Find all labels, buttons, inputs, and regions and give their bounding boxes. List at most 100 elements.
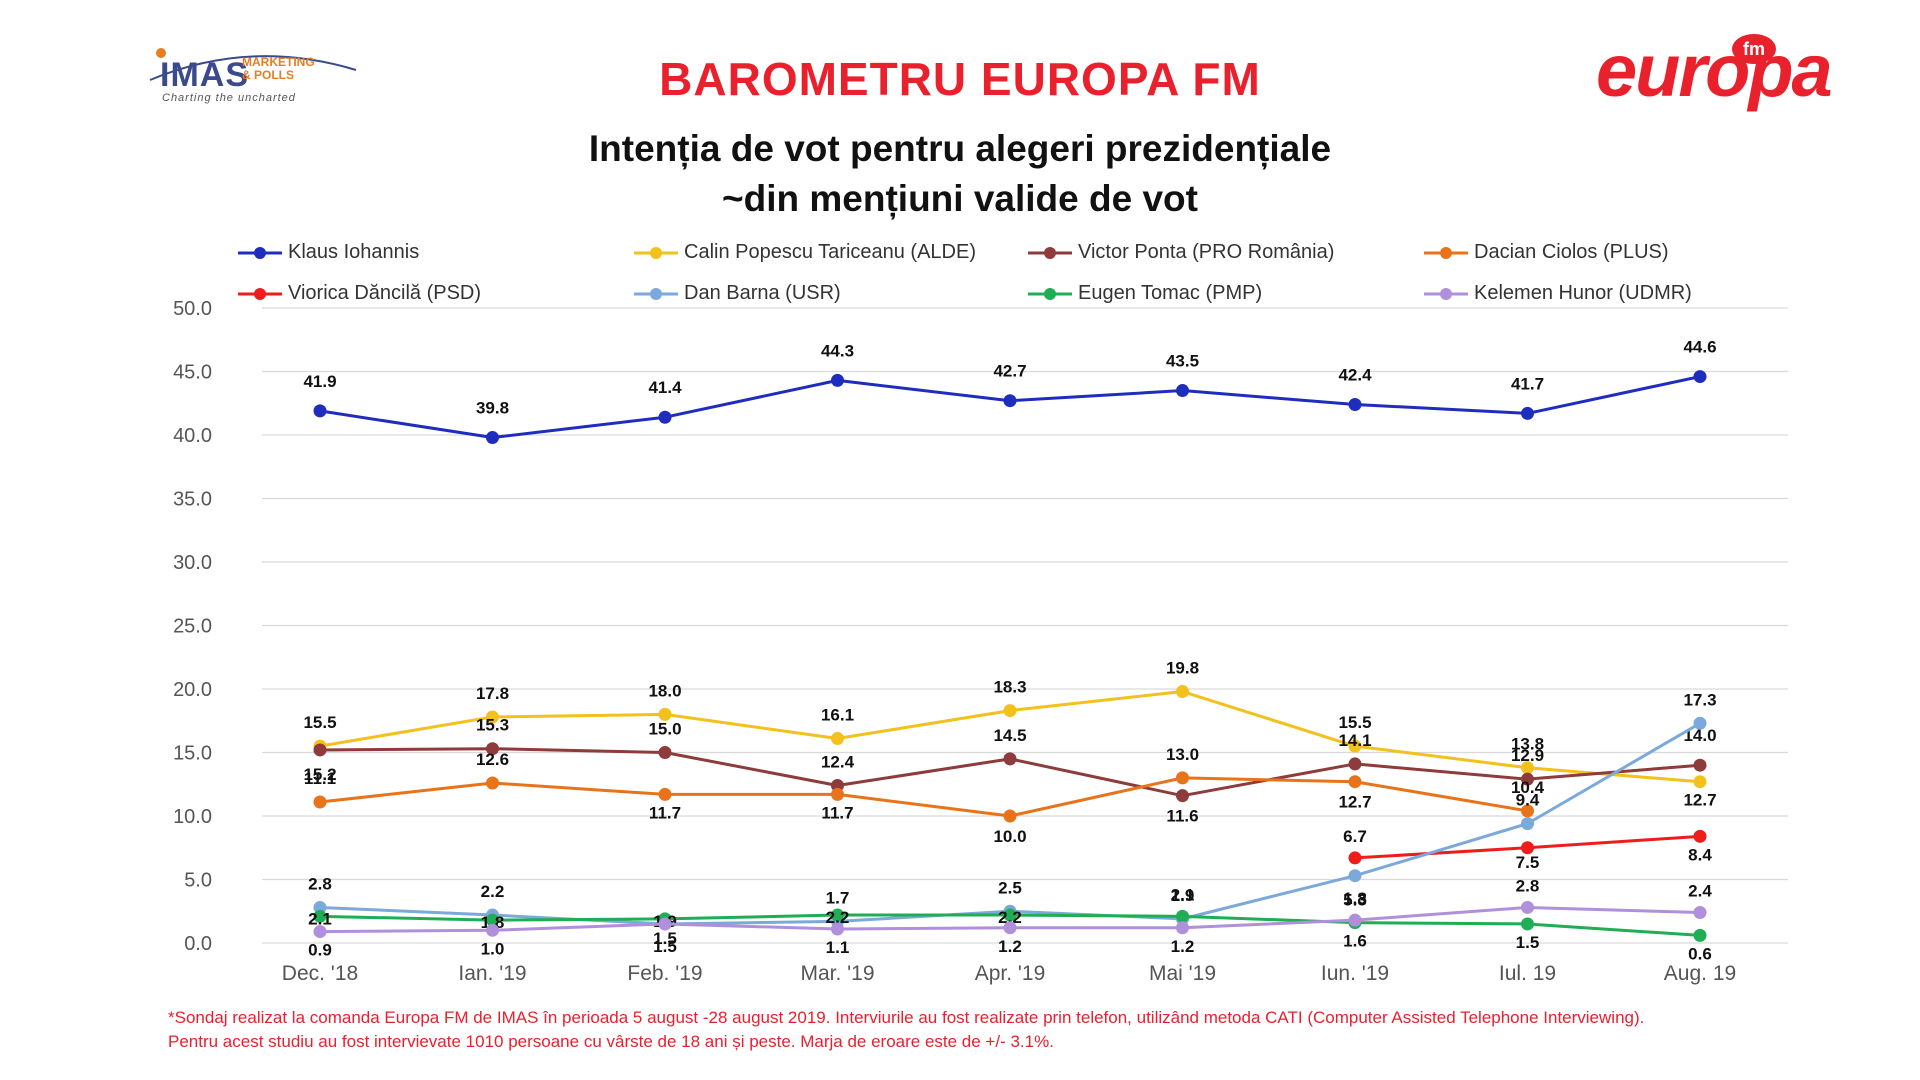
data-label: 2.2: [481, 882, 505, 901]
imas-logo-subtitle: MARKETING & POLLS: [242, 55, 315, 82]
data-point: [658, 787, 672, 801]
data-point: [1521, 817, 1534, 831]
data-point: [1521, 804, 1534, 818]
data-label: 41.7: [1511, 374, 1544, 393]
data-label: 12.7: [1338, 793, 1371, 812]
x-tick-label: Mar. '19: [800, 962, 874, 985]
data-point: [1348, 851, 1362, 865]
data-point: [313, 743, 327, 757]
data-label: 10.4: [1511, 778, 1545, 797]
data-label: 13.8: [1511, 735, 1544, 754]
data-label: 12.4: [821, 753, 855, 772]
data-label: 12.7: [1683, 791, 1716, 810]
data-label: 1.1: [826, 938, 850, 957]
legend-swatch-icon: [1424, 247, 1468, 259]
data-label: 13.0: [1166, 745, 1199, 764]
chart-subtitle: Intenția de vot pentru alegeri prezidenț…: [0, 124, 1920, 224]
data-point: [1693, 716, 1707, 730]
data-label: 42.4: [1338, 366, 1372, 385]
data-point: [831, 732, 844, 746]
data-label: 0.6: [1688, 944, 1712, 963]
data-point: [1348, 757, 1362, 771]
legend-label: Klaus Iohannis: [288, 241, 420, 263]
data-label: 17.3: [1683, 690, 1716, 709]
y-tick-label: 5.0: [184, 870, 212, 892]
legend-swatch-icon: [634, 247, 678, 259]
data-label: 6.7: [1343, 827, 1367, 846]
data-point: [1521, 761, 1534, 775]
data-point: [313, 900, 327, 914]
data-point: [1693, 928, 1707, 942]
data-label: 39.8: [476, 399, 509, 418]
data-point: [1003, 921, 1017, 935]
data-label: 1.0: [481, 939, 505, 958]
legend-label: Dacian Ciolos (PLUS): [1474, 241, 1669, 263]
chart-legend: Klaus Iohannis Calin Popescu Tariceanu (A…: [236, 238, 1796, 328]
y-tick-label: 35.0: [173, 489, 212, 511]
data-label: 43.5: [1166, 352, 1199, 371]
x-tick-label: Ian. '19: [458, 962, 526, 985]
y-tick-label: 50.0: [173, 298, 212, 320]
legend-swatch-icon: [1028, 247, 1072, 259]
data-label: 0.9: [308, 941, 332, 960]
data-point: [1693, 370, 1707, 384]
data-label: 1.5: [653, 929, 677, 948]
data-label: 16.1: [821, 706, 854, 725]
data-label: 41.4: [648, 378, 682, 397]
data-label: 11.1: [304, 769, 336, 788]
x-tick-label: Aug. 19: [1664, 962, 1736, 985]
data-label: 2.2: [998, 908, 1022, 927]
data-point: [658, 746, 672, 759]
data-point: [1693, 906, 1707, 920]
footnote: *Sondaj realizat la comanda Europa FM de…: [168, 1006, 1868, 1054]
data-point: [486, 913, 499, 927]
data-point: [486, 742, 499, 756]
data-point: [658, 917, 672, 931]
x-tick-label: Feb. '19: [627, 962, 702, 985]
data-label: 1.9: [1171, 886, 1195, 905]
data-point: [831, 373, 844, 387]
y-tick-label: 30.0: [173, 552, 212, 574]
data-label: 15.5: [303, 713, 336, 732]
imas-arc-icon: [149, 48, 357, 81]
data-label: 12.9: [1511, 746, 1544, 765]
data-point: [1003, 752, 1017, 766]
series-line: [319, 776, 1528, 818]
data-point: [486, 431, 499, 445]
legend-label: Calin Popescu Tariceanu (ALDE): [684, 241, 977, 263]
page-title: BAROMETRU EUROPA FM: [659, 53, 1261, 105]
x-tick-label: Apr. '19: [975, 962, 1046, 985]
data-point: [313, 404, 327, 418]
imas-logo: IMAS MARKETING & POLLS Charting the unch…: [130, 44, 370, 104]
data-point: [1348, 869, 1362, 883]
data-point: [313, 795, 327, 809]
data-point: [1003, 704, 1017, 718]
data-label: 10.0: [993, 827, 1026, 846]
legend-swatch-icon: [634, 288, 678, 300]
chart-subtitle-line1: Intenția de vot pentru alegeri prezidenț…: [588, 128, 1332, 169]
x-tick-label: Iun. '19: [1321, 962, 1389, 985]
data-point: [831, 908, 844, 922]
data-label: 5.3: [1343, 891, 1367, 910]
data-label: 1.2: [998, 937, 1022, 956]
data-label: 44.6: [1683, 338, 1716, 357]
data-label: 1.8: [481, 913, 505, 932]
data-label: 9.4: [1516, 791, 1540, 810]
data-point: [1521, 841, 1534, 855]
data-label: 19.8: [1166, 659, 1199, 678]
legend-label: Eugen Tomac (PMP): [1078, 282, 1263, 304]
data-point: [1693, 775, 1707, 789]
data-label: 8.4: [1688, 845, 1712, 864]
legend-swatch-icon: [238, 247, 282, 259]
legend-swatch-icon: [1028, 288, 1072, 300]
data-point: [313, 925, 327, 939]
data-label: 11.7: [649, 803, 681, 822]
data-label: 2.2: [826, 908, 850, 927]
data-point: [1693, 829, 1707, 843]
data-label: 11.6: [1166, 807, 1198, 826]
imas-logo-tagline: Charting the uncharted: [162, 92, 296, 104]
y-tick-label: 40.0: [173, 425, 212, 447]
data-point: [1521, 917, 1534, 931]
data-label: 2.1: [1171, 885, 1195, 904]
data-label: 44.3: [821, 341, 854, 360]
